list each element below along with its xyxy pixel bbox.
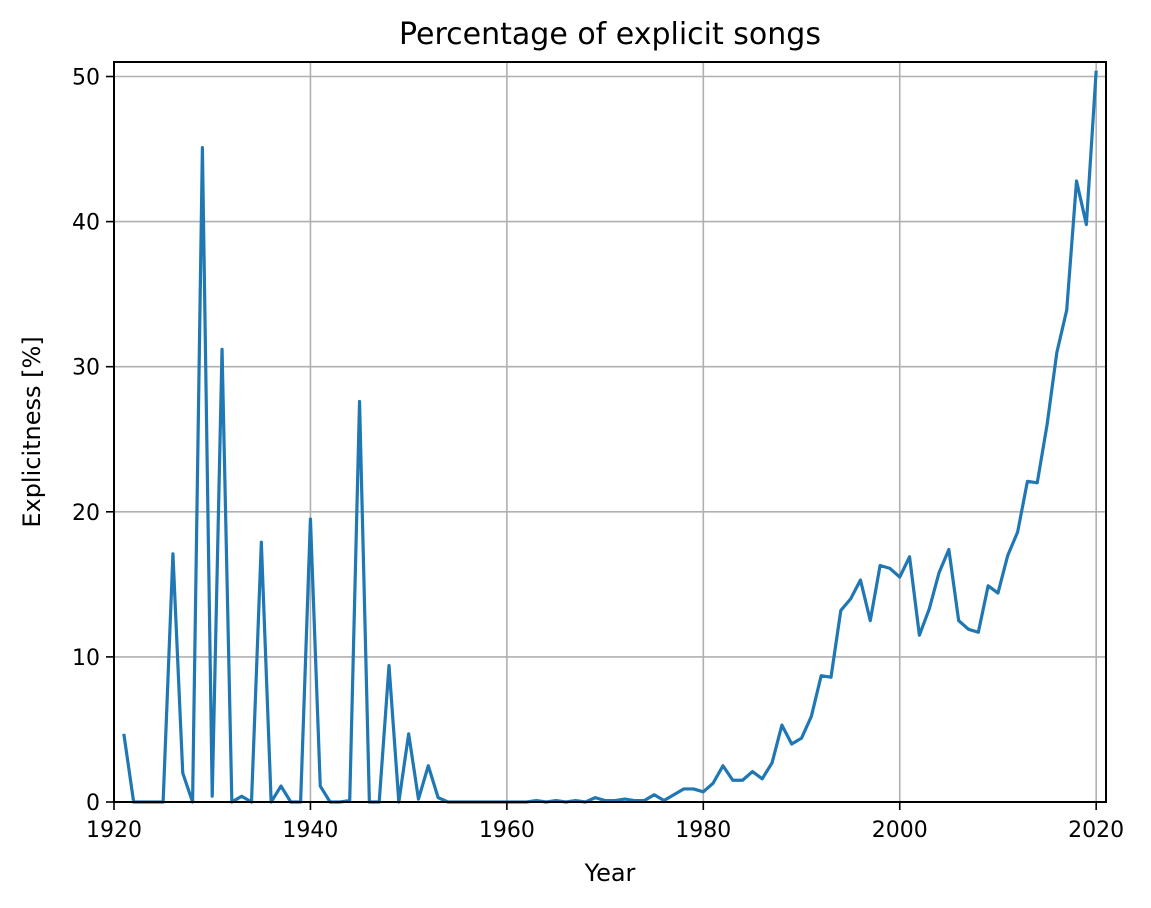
y-tick-label: 0 xyxy=(86,791,100,816)
axis-ticks: 1920 1940 1960 1980 2000 2020 0 10 20 30 40 50 xyxy=(72,66,1124,843)
y-axis-label: Explicitness [%] xyxy=(18,336,46,527)
series-line xyxy=(122,70,1098,804)
x-tick-label: 1980 xyxy=(675,818,731,843)
y-tick-label: 40 xyxy=(72,211,100,236)
plot-frame xyxy=(113,61,1107,803)
chart-title: Percentage of explicit songs xyxy=(399,17,821,52)
y-tick-label: 30 xyxy=(72,356,100,381)
x-axis-label: Year xyxy=(584,859,636,887)
y-tick-label: 10 xyxy=(72,646,100,671)
y-tick-label: 50 xyxy=(72,66,100,91)
x-tick-label: 1940 xyxy=(282,818,338,843)
x-tick-label: 1920 xyxy=(86,818,142,843)
y-tick-label: 20 xyxy=(72,501,100,526)
x-tick-label: 2020 xyxy=(1068,818,1124,843)
x-tick-label: 2000 xyxy=(872,818,928,843)
grid xyxy=(113,62,1106,803)
x-tick-label: 1960 xyxy=(479,818,535,843)
